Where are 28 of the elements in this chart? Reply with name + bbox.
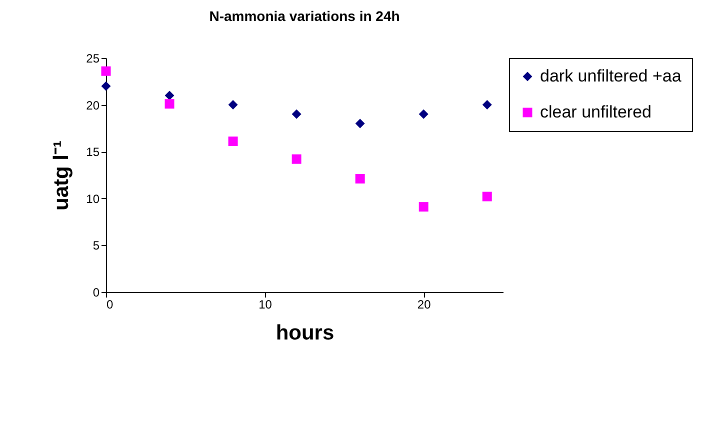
y-tick-label: 0 — [92, 286, 100, 300]
point — [164, 90, 174, 100]
point — [418, 109, 428, 119]
y-axis-title: uatg l⁻¹ — [50, 140, 74, 210]
y-tick-label: 15 — [86, 145, 100, 160]
y-tick-label: 20 — [86, 98, 100, 112]
legend-label: dark unfiltered +aa — [540, 66, 682, 86]
point — [482, 100, 492, 110]
legend-label: clear unfiltered — [540, 102, 652, 122]
y-tick-label: 25 — [86, 52, 100, 66]
x-axis-title: hours — [276, 322, 334, 344]
point — [292, 109, 302, 119]
x-tick-label: 0 — [106, 298, 114, 312]
point — [482, 192, 492, 202]
y-tick-label: 10 — [86, 192, 100, 206]
point — [228, 100, 238, 110]
point — [355, 118, 365, 128]
point — [228, 136, 238, 146]
y-tick-label: 5 — [92, 238, 100, 253]
x-tick-label: 10 — [258, 298, 272, 312]
point — [164, 99, 174, 109]
point — [418, 202, 428, 212]
point — [101, 66, 111, 76]
point — [101, 81, 111, 91]
point — [355, 174, 365, 184]
point — [292, 154, 302, 164]
chart-title: N-ammonia variations in 24h — [209, 8, 400, 24]
x-tick-label: 20 — [417, 298, 432, 312]
